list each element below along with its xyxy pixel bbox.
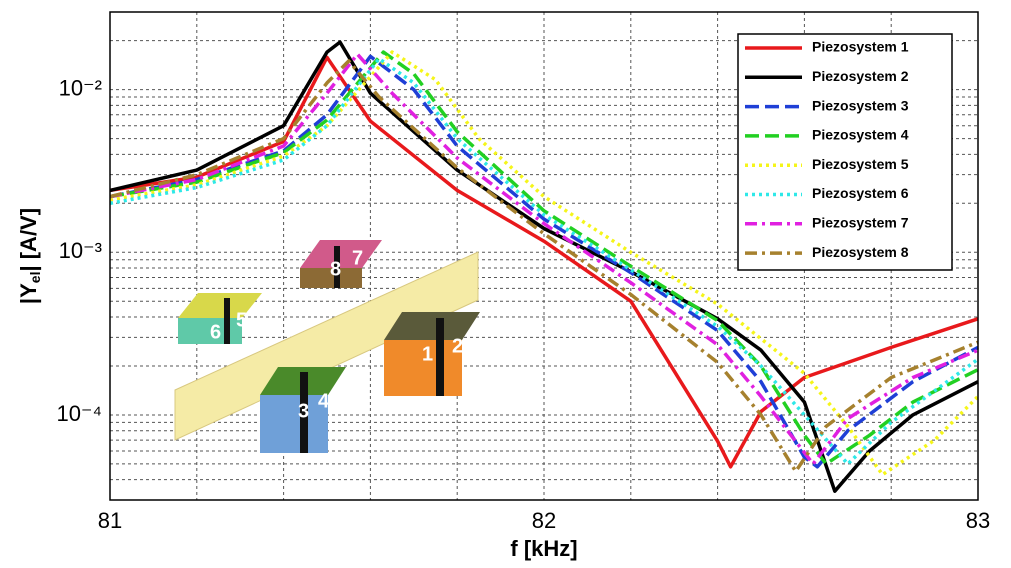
- legend-label: Piezosystem 1: [812, 39, 909, 55]
- electrode: [334, 246, 340, 288]
- legend-label: Piezosystem 3: [812, 97, 909, 113]
- piezo: [300, 268, 362, 288]
- x-tick-label: 82: [532, 508, 556, 533]
- legend-label: Piezosystem 4: [812, 127, 909, 143]
- x-tick-label: 83: [966, 508, 990, 533]
- electrode: [436, 318, 444, 396]
- y-label-part: |Y: [16, 283, 41, 304]
- inset-label: 7: [352, 247, 363, 269]
- piezo: [384, 340, 462, 396]
- piezo: [178, 293, 262, 318]
- x-tick-label: 81: [98, 508, 122, 533]
- y-tick-label: 10⁻³: [59, 238, 102, 263]
- y-tick-label: 10⁻²: [59, 75, 102, 100]
- x-axis-label: f [kHz]: [510, 536, 577, 561]
- series-line: [109, 55, 979, 469]
- electrode: [300, 372, 308, 453]
- plot-area: [109, 11, 980, 501]
- inset-illustration: 1 2 3 4 6 5 8 7: [174, 240, 480, 453]
- legend: Piezosystem 1 Piezosystem 2 Piezosystem 3 P…: [737, 33, 953, 271]
- series-line: [109, 56, 980, 466]
- legend-box: [737, 33, 953, 271]
- series-line: [109, 40, 979, 493]
- y-tick-label: 10⁻⁴: [56, 401, 102, 426]
- piezo: [260, 395, 328, 453]
- inset-label: 6: [210, 321, 221, 343]
- inset-label: 1: [422, 343, 433, 365]
- y-label-sub: el: [27, 272, 43, 284]
- series-line: [109, 50, 980, 477]
- electrode: [224, 298, 230, 344]
- legend-label: Piezosystem 8: [812, 244, 909, 260]
- inset-label: 4: [318, 390, 330, 412]
- series-line: [109, 59, 979, 474]
- series-line: [109, 52, 979, 466]
- legend-label: Piezosystem 7: [812, 215, 909, 231]
- y-axis-label: |Yel| [A/V]: [16, 208, 43, 304]
- y-label-part: | [A/V]: [16, 208, 41, 272]
- piezo: [384, 312, 480, 340]
- series-line: [109, 54, 979, 469]
- plot-frame: [109, 11, 979, 501]
- inset-label: 3: [298, 400, 309, 422]
- legend-label: Piezosystem 5: [812, 156, 909, 172]
- piezo: [178, 318, 242, 344]
- legend-label: Piezosystem 2: [812, 68, 909, 84]
- series-line: [109, 50, 979, 466]
- inset-label: 5: [236, 309, 247, 331]
- inset-label: 2: [452, 335, 463, 357]
- inset-label: 8: [330, 258, 341, 280]
- piezo: [300, 240, 382, 268]
- legend-label: Piezosystem 6: [812, 185, 909, 201]
- beam: [174, 251, 479, 441]
